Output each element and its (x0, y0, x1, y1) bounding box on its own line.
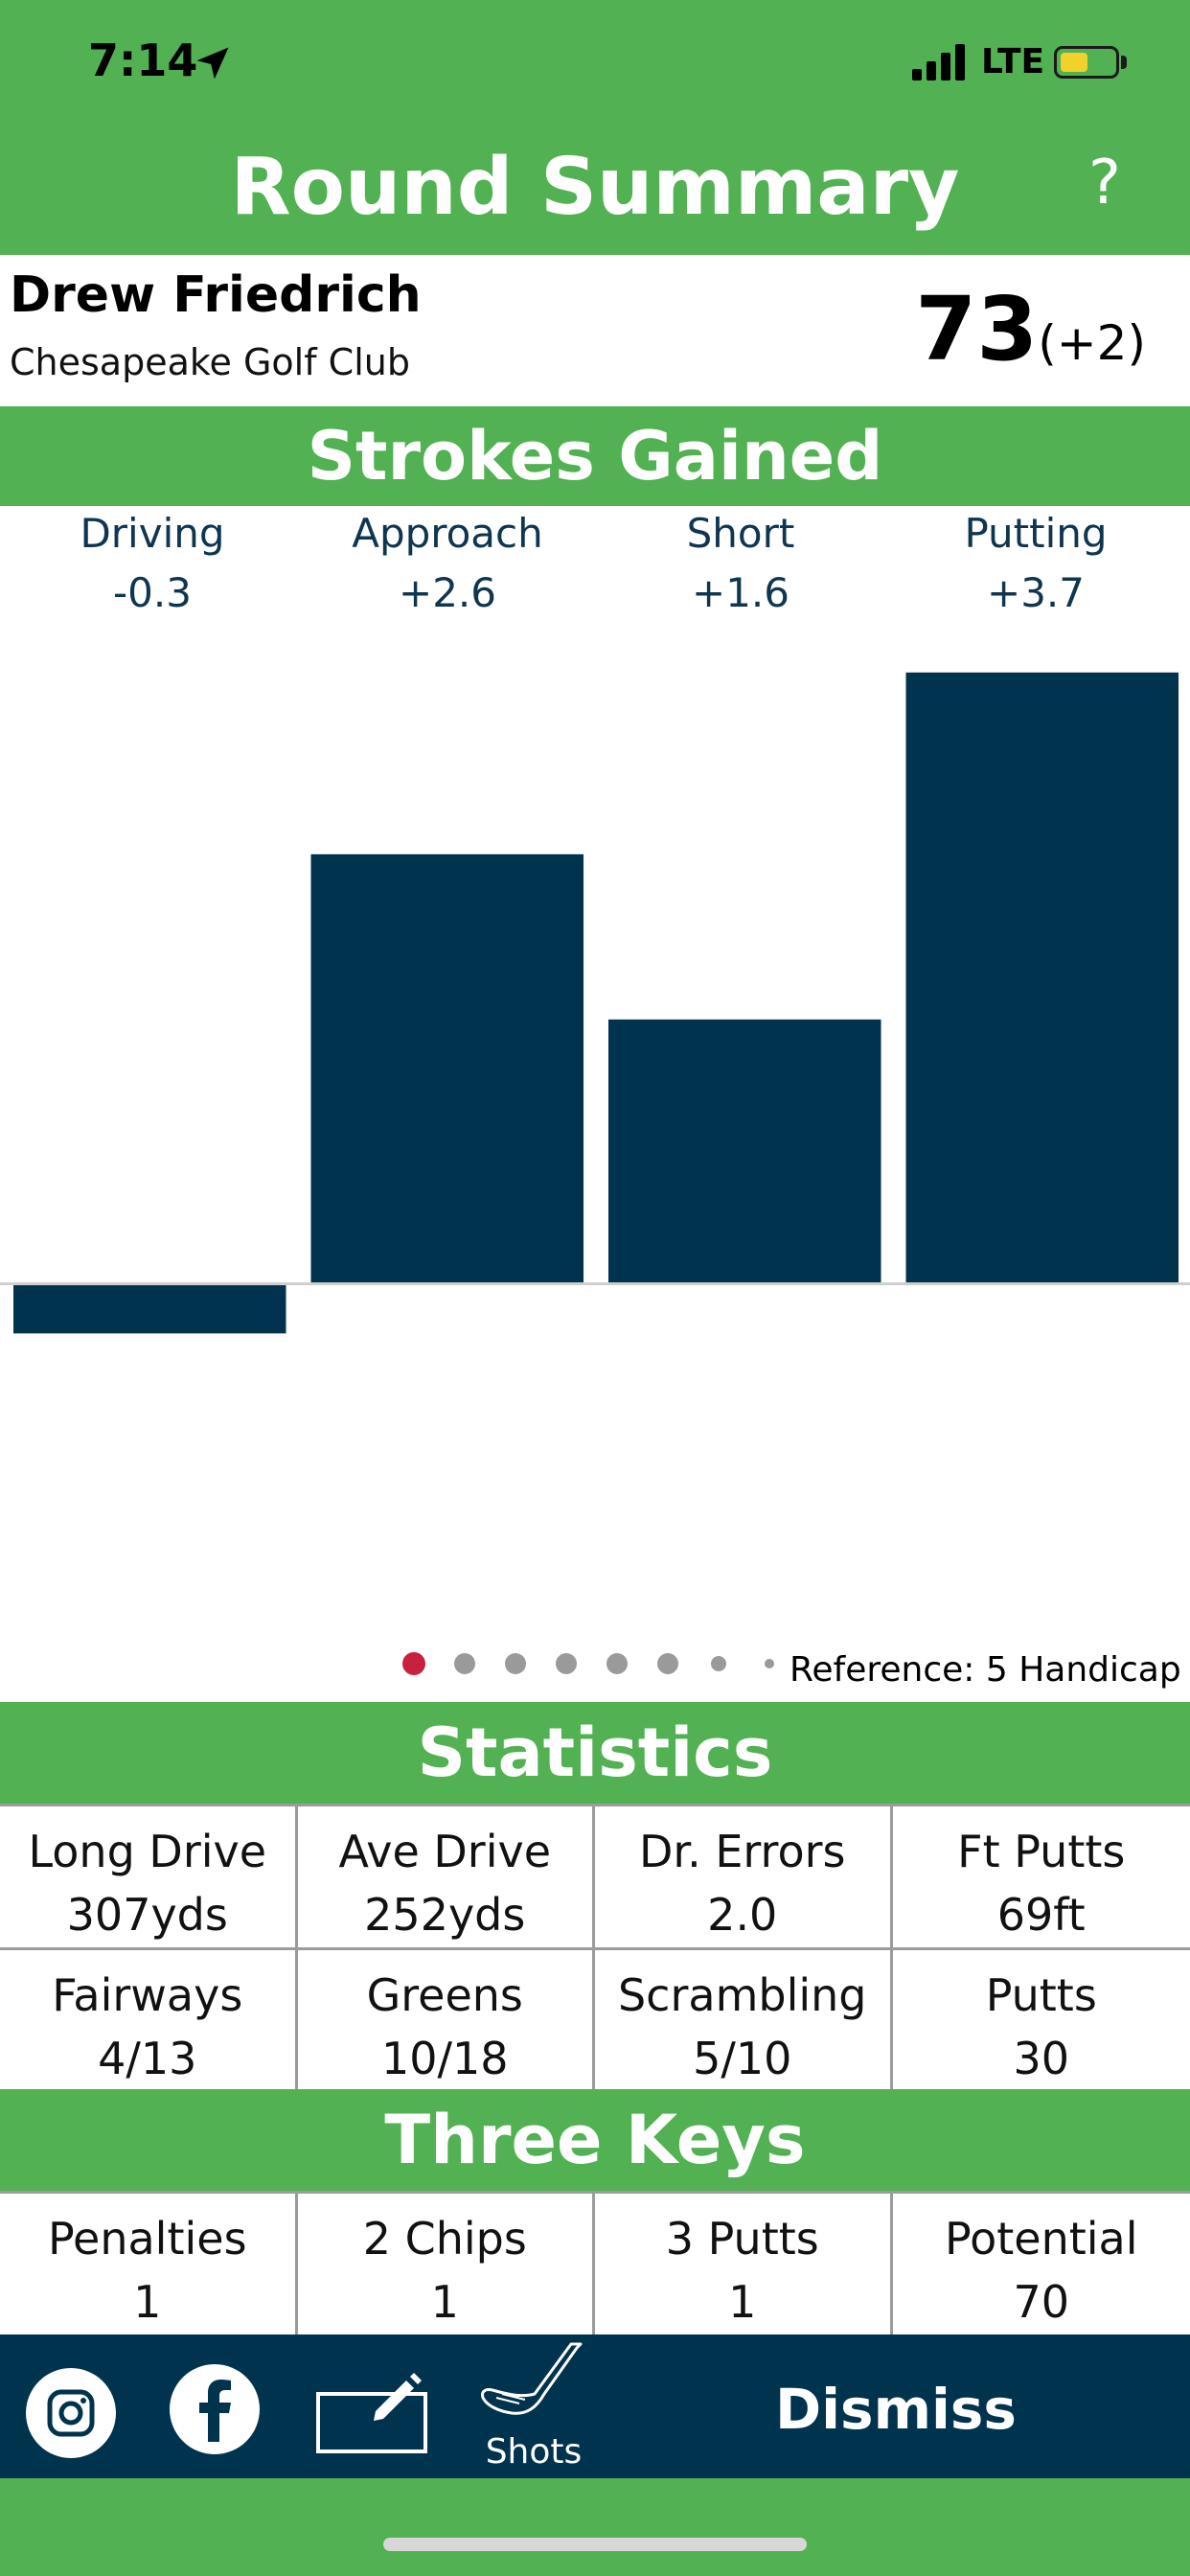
stat-value: 30 (1013, 2033, 1070, 2084)
stat-feet-putts: Ft Putts 69ft (892, 1806, 1190, 1950)
page-title: Round Summary (230, 142, 960, 233)
stat-value: 252yds (364, 1889, 526, 1941)
shots-button[interactable]: Shots (477, 2340, 590, 2474)
bottom-toolbar: Shots Dismiss (0, 2334, 1190, 2478)
stat-value: 307yds (66, 1889, 228, 1941)
key-three-putts: 3 Putts 1 (595, 2194, 893, 2337)
key-value: 1 (728, 2276, 757, 2328)
instagram-icon (26, 2368, 116, 2458)
page-dot[interactable] (454, 1653, 475, 1674)
sg-category-short: Short +1.6 (594, 508, 887, 627)
page-dot[interactable] (505, 1653, 526, 1674)
stat-putts: Putts 30 (892, 1950, 1190, 2094)
footer-bar (0, 2478, 1190, 2576)
edit-round-button[interactable] (314, 2369, 433, 2455)
sg-category-name: Approach (352, 510, 543, 557)
stat-scrambling: Scrambling 5/10 (595, 1950, 893, 2094)
three-keys-heading: Three Keys (0, 2089, 1190, 2191)
score-to-par: (+2) (1038, 315, 1146, 371)
stat-label: Ave Drive (338, 1826, 552, 1877)
bar-driving (13, 1283, 286, 1334)
sg-category-approach: Approach +2.6 (301, 508, 594, 627)
sg-category-driving: Driving -0.3 (6, 508, 299, 627)
course-name: Chesapeake Golf Club (10, 341, 410, 383)
page-dot[interactable] (657, 1653, 678, 1674)
score-value: 73 (915, 278, 1039, 380)
stat-label: Fairways (52, 1969, 243, 2021)
page-dot[interactable] (711, 1656, 726, 1671)
key-value: 1 (430, 2276, 459, 2328)
player-name: Drew Friedrich (10, 266, 422, 324)
battery-tip (1121, 56, 1127, 69)
sg-category-putting: Putting +3.7 (889, 508, 1182, 627)
stat-label: Ft Putts (957, 1826, 1126, 1877)
stat-label: Dr. Errors (639, 1826, 846, 1877)
key-value: 70 (1013, 2276, 1070, 2328)
page-dot[interactable] (606, 1653, 628, 1674)
stat-value: 69ft (996, 1889, 1086, 1941)
status-time: 7:14 (88, 34, 198, 86)
network-type: LTE (981, 42, 1045, 81)
home-indicator[interactable] (383, 2538, 807, 2551)
sg-category-value: +3.7 (987, 569, 1085, 616)
golf-club-icon (481, 2342, 583, 2415)
reference-note: Reference: 5 Handicap (790, 1650, 1181, 1690)
key-penalties: Penalties 1 (0, 2194, 298, 2337)
sg-category-value: +1.6 (692, 569, 790, 616)
shots-label: Shots (485, 2432, 583, 2472)
cellular-signal-icon (912, 44, 965, 80)
stat-label: Long Drive (28, 1826, 267, 1877)
stat-value: 5/10 (693, 2033, 792, 2084)
bar-approach (310, 854, 584, 1284)
help-button[interactable]: ? (1088, 148, 1121, 218)
stat-long-drive: Long Drive 307yds (0, 1806, 298, 1950)
bar-putting (905, 672, 1179, 1284)
instagram-share-button[interactable] (25, 2367, 117, 2459)
battery-icon (1054, 46, 1119, 79)
page-dot-active[interactable] (402, 1652, 425, 1675)
page-dot[interactable] (556, 1653, 577, 1674)
sg-category-name: Short (686, 510, 795, 557)
key-label: Potential (944, 2213, 1138, 2265)
facebook-share-button[interactable] (169, 2363, 261, 2455)
dismiss-button[interactable]: Dismiss (775, 2377, 1017, 2442)
stat-greens: Greens 10/18 (297, 1950, 595, 2094)
key-label: Penalties (47, 2213, 247, 2265)
statistics-heading: Statistics (0, 1702, 1190, 1804)
stat-ave-drive: Ave Drive 252yds (297, 1806, 595, 1950)
stat-fairways: Fairways 4/13 (0, 1950, 298, 2094)
page-dot[interactable] (765, 1659, 774, 1668)
stat-label: Scrambling (617, 1969, 867, 2021)
score-display: 73(+2) (915, 278, 1146, 380)
key-two-chips: 2 Chips 1 (297, 2194, 595, 2337)
stat-value: 10/18 (380, 2033, 509, 2084)
bar-short (608, 1019, 881, 1284)
key-potential: Potential 70 (892, 2194, 1190, 2337)
stat-value: 2.0 (707, 1889, 778, 1941)
strokes-gained-heading: Strokes Gained (0, 406, 1190, 506)
sg-category-name: Putting (964, 510, 1108, 557)
sg-category-value: -0.3 (113, 569, 192, 616)
sg-category-value: +2.6 (399, 569, 496, 616)
stat-label: Greens (366, 1969, 523, 2021)
key-label: 3 Putts (665, 2213, 819, 2265)
sg-category-name: Driving (80, 510, 225, 557)
stat-driving-errors: Dr. Errors 2.0 (595, 1806, 893, 1950)
statistics-grid: Long Drive 307yds Ave Drive 252yds Dr. Err… (0, 1804, 1190, 2094)
facebook-icon (170, 2364, 260, 2454)
stat-value: 4/13 (98, 2033, 197, 2084)
edit-icon (316, 2373, 427, 2453)
key-label: 2 Chips (362, 2213, 527, 2265)
header-bar (0, 0, 1190, 255)
location-arrow-icon (196, 47, 229, 80)
strokes-gained-chart[interactable] (0, 623, 1190, 1581)
battery-level (1061, 53, 1087, 72)
three-keys-grid: Penalties 1 2 Chips 1 3 Putts 1 Potential 70 (0, 2191, 1190, 2337)
stat-label: Putts (985, 1969, 1097, 2021)
key-value: 1 (133, 2276, 162, 2328)
